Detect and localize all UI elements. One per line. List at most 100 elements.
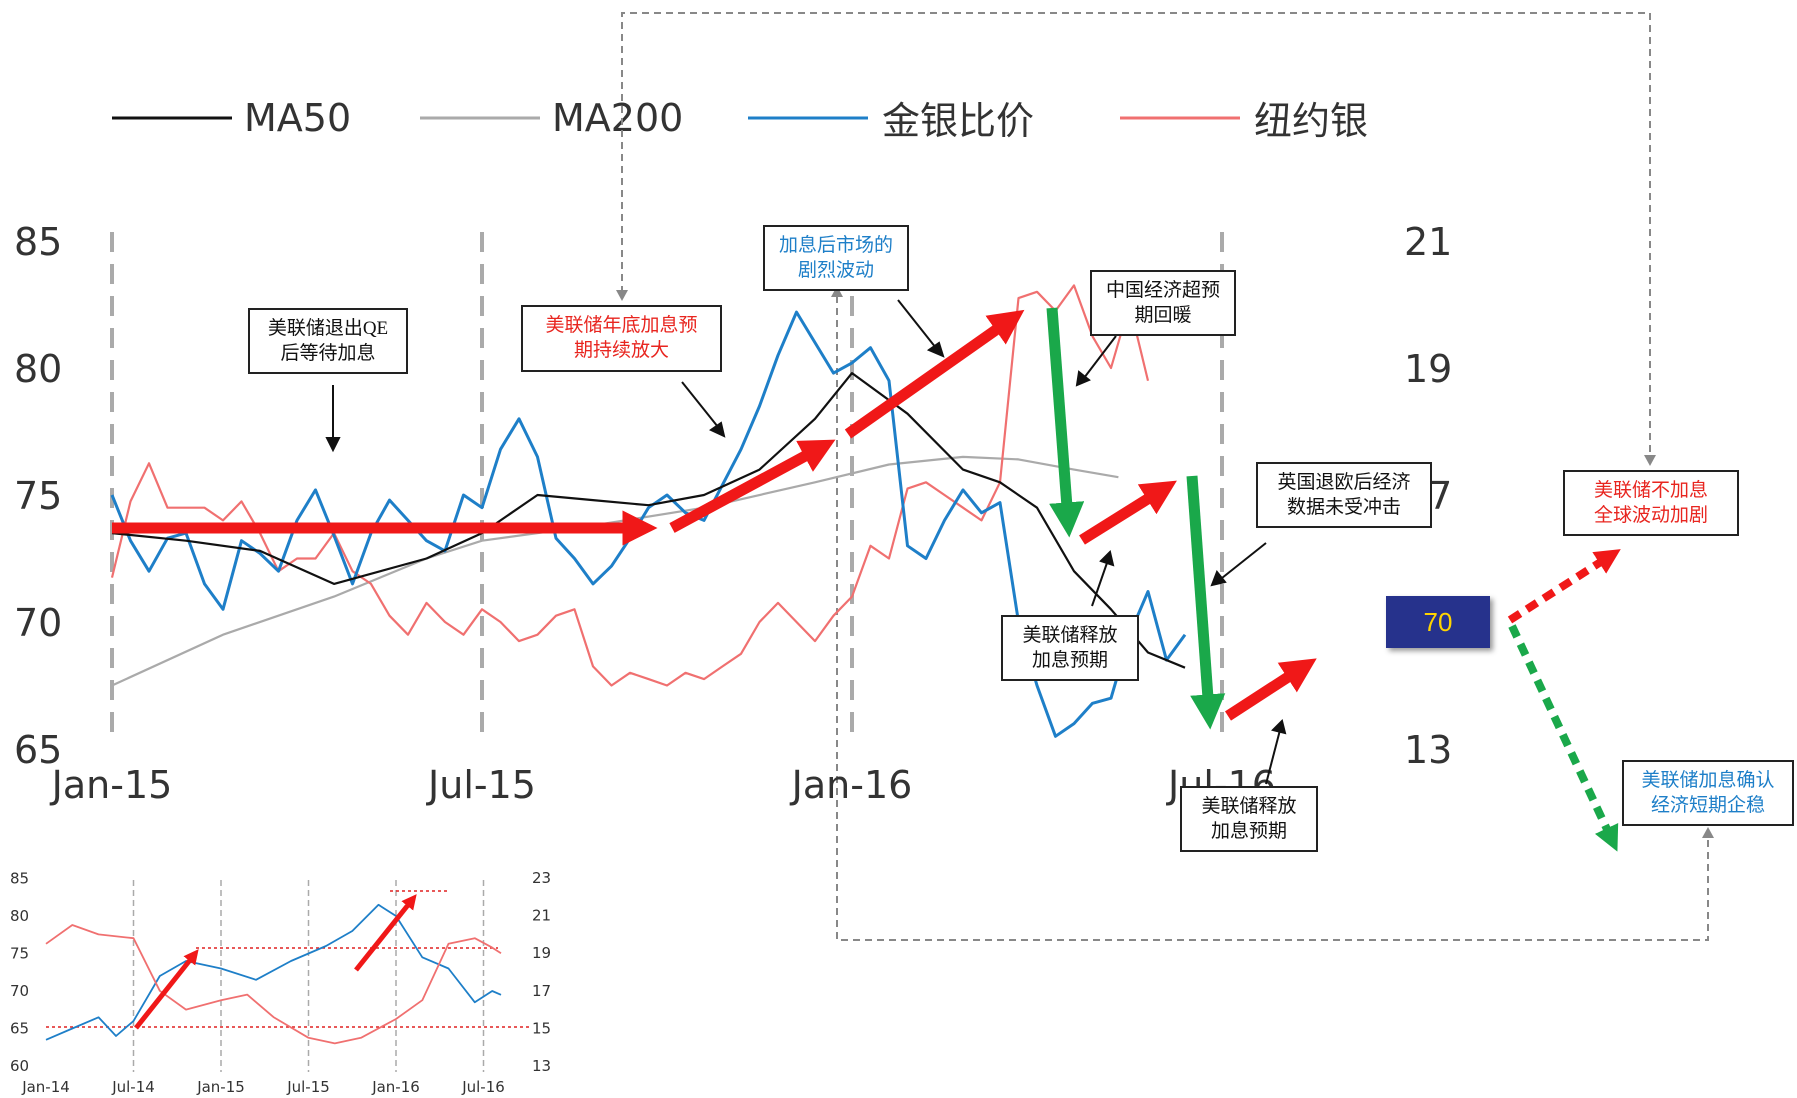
series-gold-silver-ratio-line [110,310,1187,738]
pointer-release-b [1265,729,1281,785]
inset-right-ticks: 23 21 19 17 15 13 [532,869,551,1075]
annotation-year-end-line2: 期持续放大 [573,339,669,361]
annotation-fed-release-a: 美联储释放 加息预期 [1001,615,1139,681]
vertical-gridlines [110,232,1224,738]
left-tick-75: 75 [14,474,62,518]
pointer-china-head [1075,370,1091,387]
inset-right-tick-21: 21 [532,907,551,925]
annotation-fed-qe-line2: 后等待加息 [280,343,376,364]
annotation-post-hike-line1: 加息后市场的 [778,234,893,256]
inset-right-tick-15: 15 [532,1019,551,1037]
scenario-arrow-up [1507,549,1621,624]
connector-arrowhead-c [831,286,843,297]
trend-arrows [112,307,1621,852]
annotation-fed-release-a-line2: 加息预期 [1031,649,1108,671]
inset-series-gold-silver-ratio-line [45,903,502,1041]
pointer-arrows [325,299,1287,785]
pointer-brexit-head [1210,570,1227,587]
left-tick-70: 70 [14,601,62,645]
annotation-hike-confirm-line2: 经济短期企稳 [1650,794,1765,816]
pointer-post-hike [897,299,937,349]
x-axis-ticks: Jan-15 Jul-15 Jan-16 Jul-16 [50,763,1276,807]
annotation-hike-confirm-line1: 美联储加息确认 [1641,769,1775,791]
inset-right-tick-23: 23 [532,869,551,887]
trend-arrow-down-1 [1046,307,1085,538]
series-ny-silver-line [110,284,1150,687]
inset-left-tick-60: 60 [10,1057,29,1075]
pointer-china [1083,335,1117,379]
pointer-fed-qe-head [325,437,341,453]
annotation-no-hike: 美联储不加息 全球波动加剧 [1563,470,1739,536]
pointer-release-a-head [1099,550,1115,567]
inset-x-ticks: Jan-14 Jul-14 Jan-15 Jul-15 Jan-16 Jul-16 [21,1078,505,1096]
annotation-brexit-line2: 数据未受冲击 [1286,496,1401,518]
annotation-post-hike: 加息后市场的 剧烈波动 [763,225,909,291]
inset-trend-arrows [134,894,417,1030]
annotation-china: 中国经济超预 期回暖 [1090,270,1236,336]
inset-reference-lines [46,890,530,1028]
inset-x-tick-jul-16: Jul-16 [461,1078,505,1096]
pointer-year-end-head [709,421,726,438]
annotation-no-hike-line1: 美联储不加息 [1593,479,1708,501]
right-tick-13: 13 [1404,728,1452,772]
annotation-fed-release-a-line1: 美联储释放 [1022,624,1118,646]
legend-ma50-label: MA50 [244,96,351,140]
connector-arrowhead-b [1644,455,1656,466]
left-tick-85: 85 [14,220,62,264]
annotation-china-line2: 期回暖 [1134,304,1192,326]
inset-x-tick-jan-16: Jan-16 [371,1078,420,1096]
annotation-brexit-line1: 英国退欧后经济 [1277,471,1411,493]
annotation-year-end-hike: 美联储年底加息预 期持续放大 [521,305,722,372]
x-tick-jul-15: Jul-15 [426,763,536,807]
trend-arrow-up-3 [1079,480,1177,545]
left-axis-ticks: 85 80 75 70 65 [14,220,62,772]
legend-ratio-label: 金银比价 [882,99,1034,143]
inset-series-ny-silver-line [45,924,502,1045]
inset-x-tick-jul-14: Jul-14 [111,1078,155,1096]
series-layer [110,284,1187,738]
inset-right-tick-13: 13 [532,1057,551,1075]
series-ma200-line [111,455,1119,687]
left-tick-80: 80 [14,347,62,391]
annotation-brexit: 英国退欧后经济 数据未受冲击 [1256,462,1432,528]
inset-left-tick-85: 85 [10,870,29,888]
annotation-fed-release-b: 美联储释放 加息预期 [1180,786,1318,852]
inset-right-tick-17: 17 [532,982,551,1000]
annotation-hike-confirm: 美联储加息确认 经济短期企稳 [1622,760,1794,826]
legend-ma200-label: MA200 [552,96,683,140]
inset-left-ticks: 85 80 75 70 65 60 [10,870,29,1076]
annotation-fed-release-b-line2: 加息预期 [1210,820,1287,842]
trend-arrow-up-1 [669,439,836,533]
left-tick-65: 65 [14,728,62,772]
flow-connectors [621,12,1709,941]
trend-arrow-down-2 [1186,475,1226,730]
inset-left-tick-65: 65 [10,1020,29,1038]
inset-left-tick-75: 75 [10,945,29,963]
pointer-year-end [681,381,719,428]
legend: MA50 MA200 金银比价 纽约银 [112,96,1368,143]
annotation-fed-release-b-line1: 美联储释放 [1201,795,1297,817]
annotation-china-line1: 中国经济超预 [1105,279,1220,301]
inset-series-layer [45,903,502,1045]
pointer-release-a [1091,559,1109,607]
inset-left-tick-80: 80 [10,907,29,925]
inset-right-tick-19: 19 [532,944,551,962]
scenario-arrow-down [1508,624,1619,852]
x-tick-jan-15: Jan-15 [50,763,173,807]
pointer-brexit [1221,542,1267,579]
current-value-badge: 70 [1386,596,1490,648]
series-ma50-line [111,372,1186,669]
annotation-year-end-line1: 美联储年底加息预 [545,314,698,336]
trend-arrow-up-2 [844,309,1025,439]
pointer-post-hike-head [926,341,945,358]
inset-gridlines [132,880,485,1072]
right-tick-19: 19 [1404,347,1452,391]
inset-x-tick-jul-15: Jul-15 [286,1078,330,1096]
annotation-no-hike-line2: 全球波动加剧 [1593,504,1708,526]
inset-arrow-up-2 [354,894,417,972]
connector-arrowhead-d [1702,827,1714,838]
legend-silver-label: 纽约银 [1254,99,1368,143]
trend-arrow-up-4 [1225,658,1317,721]
